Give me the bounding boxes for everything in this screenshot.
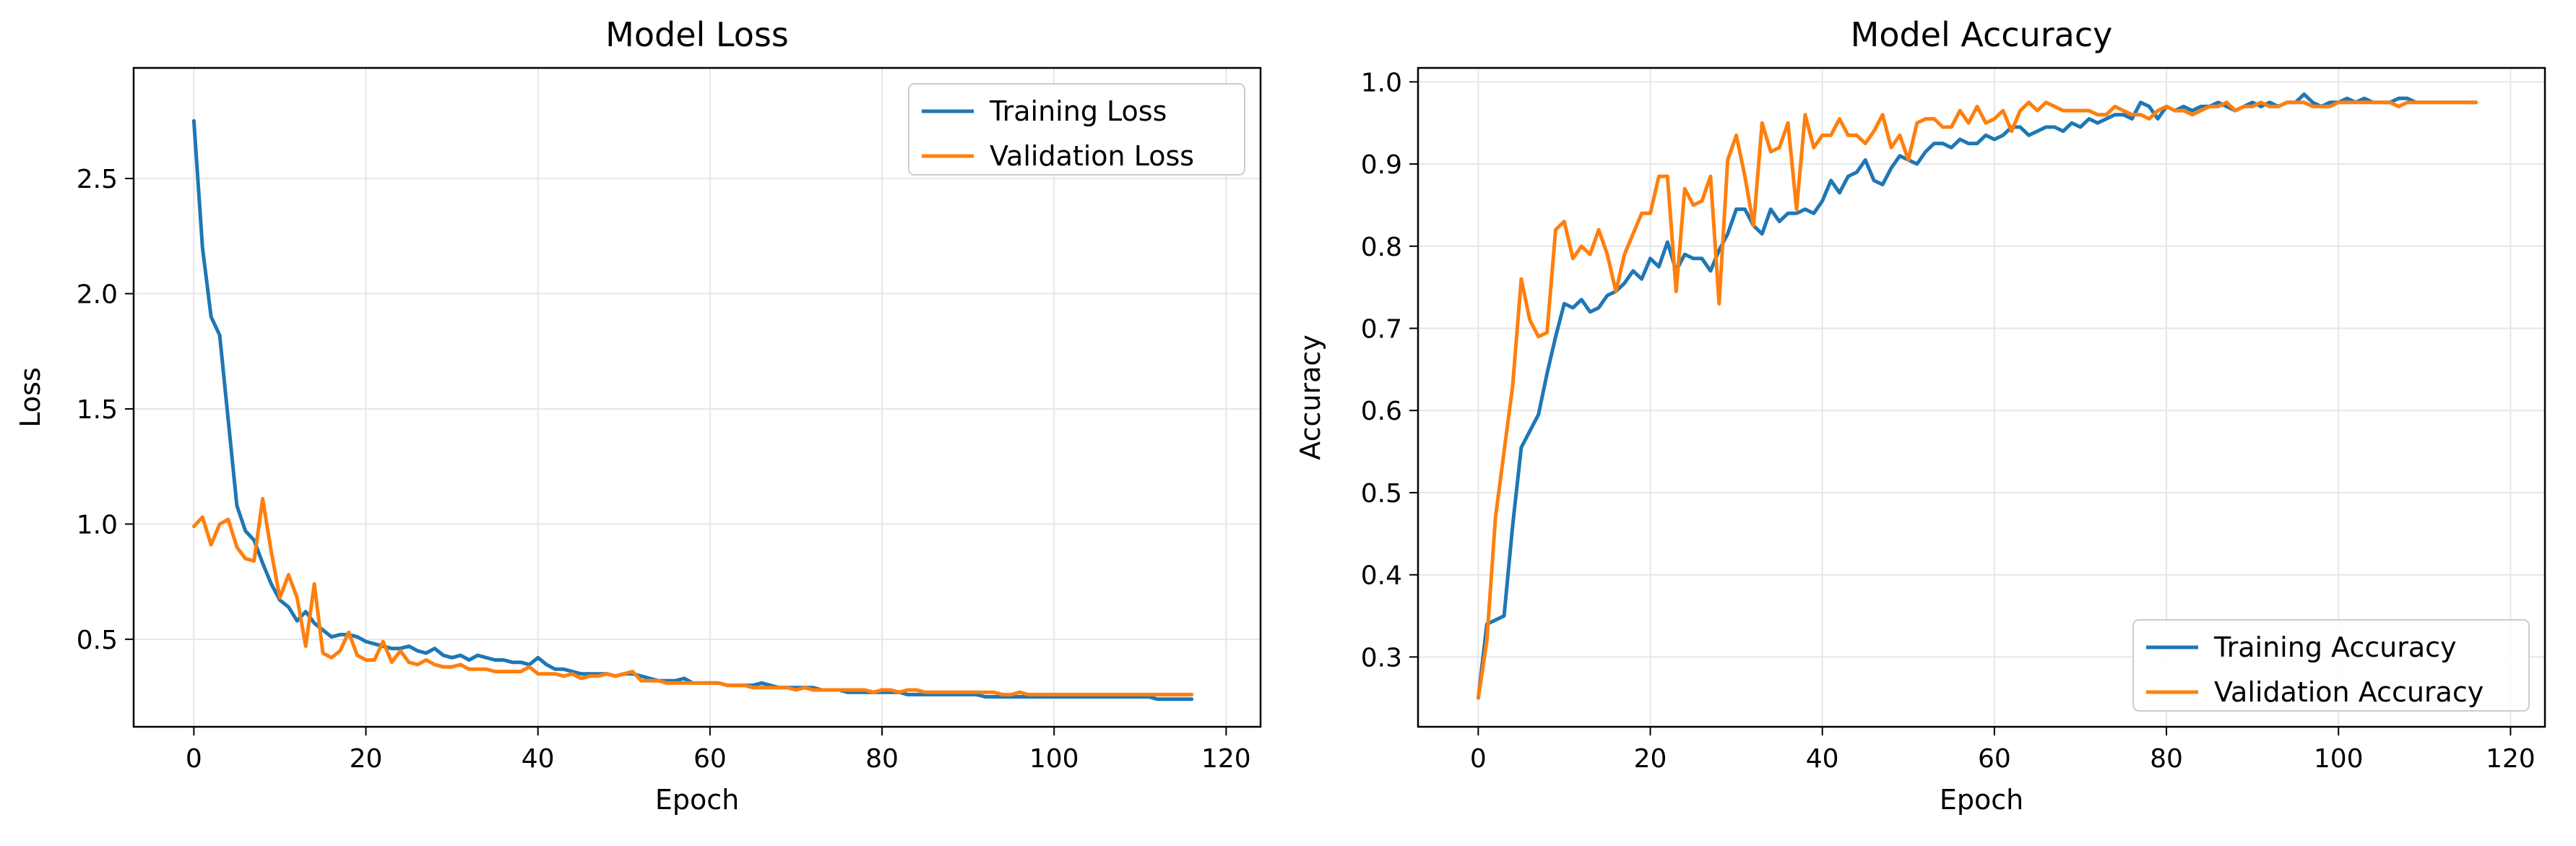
y-axis-ticks: 0.5 1.0 1.5 2.0 2.5	[77, 165, 134, 655]
legend-label: Validation Accuracy	[2214, 676, 2484, 708]
y-tick-label: 0.7	[1361, 314, 1402, 344]
x-tick-label: 20	[1634, 744, 1667, 774]
plot-frame	[1417, 66, 2546, 728]
legend-label: Training Accuracy	[2213, 631, 2457, 663]
series-lines	[1476, 92, 2478, 700]
y-tick-label: 0.5	[1361, 479, 1402, 509]
x-axis-label: Epoch	[1940, 784, 2023, 816]
y-tick-label: 0.5	[77, 626, 118, 655]
y-tick-label: 0.3	[1361, 643, 1402, 673]
x-tick-label: 0	[1470, 744, 1487, 774]
x-tick-label: 60	[693, 744, 727, 774]
y-tick-label: 0.4	[1361, 561, 1402, 591]
legend: Training Accuracy Validation Accuracy	[2132, 619, 2530, 712]
legend-label: Training Loss	[989, 95, 1167, 127]
legend-box	[908, 83, 1245, 176]
legend-box	[2132, 619, 2530, 712]
series-lines	[191, 118, 1194, 702]
x-tick-label: 120	[1201, 744, 1251, 774]
y-tick-label: 0.8	[1361, 233, 1402, 262]
x-axis-label: Epoch	[655, 784, 739, 816]
plot-frame	[132, 66, 1262, 728]
y-tick-label: 2.5	[77, 165, 118, 194]
chart-title: Model Loss	[605, 15, 789, 54]
x-axis-ticks: 0 20 40 60 80 100 120	[1470, 727, 2536, 774]
grid	[1418, 68, 2545, 727]
y-axis-label: Accuracy	[1295, 334, 1326, 460]
grid	[134, 68, 1261, 727]
x-tick-label: 100	[2314, 744, 2364, 774]
chart-panel-accuracy: 0 20 40 60 80 100 120 0.3 0.4 0.5 0.6 0.7 0.8 0.9 1.0 M…	[1295, 15, 2546, 816]
series-line-training-loss	[191, 118, 1194, 702]
x-tick-label: 120	[2486, 744, 2536, 774]
legend: Training Loss Validation Loss	[908, 83, 1245, 176]
x-tick-label: 40	[522, 744, 555, 774]
y-tick-label: 0.6	[1361, 397, 1402, 426]
y-tick-label: 2.0	[77, 280, 118, 310]
y-tick-label: 1.0	[77, 510, 118, 540]
y-axis-label: Loss	[14, 367, 46, 427]
legend-label: Validation Loss	[990, 140, 1194, 172]
x-tick-label: 80	[865, 744, 899, 774]
x-tick-label: 100	[1029, 744, 1079, 774]
series-line-validation-accuracy	[1476, 100, 2478, 700]
y-tick-label: 1.5	[77, 395, 118, 425]
y-axis-ticks: 0.3 0.4 0.5 0.6 0.7 0.8 0.9 1.0	[1361, 68, 1418, 673]
x-axis-ticks: 0 20 40 60 80 100 120	[186, 727, 1251, 774]
x-tick-label: 20	[350, 744, 383, 774]
chart-title: Model Accuracy	[1851, 15, 2113, 54]
y-tick-label: 0.9	[1361, 150, 1402, 180]
series-line-training-accuracy	[1476, 92, 2478, 700]
x-tick-label: 80	[2150, 744, 2183, 774]
y-tick-label: 1.0	[1361, 68, 1402, 98]
series-line-validation-loss	[191, 496, 1194, 696]
chart-panel-loss: 0 20 40 60 80 100 120 0.5 1.0 1.5 2.0 2.5 Model Loss…	[14, 15, 1262, 816]
x-tick-label: 60	[1978, 744, 2011, 774]
x-tick-label: 40	[1806, 744, 1839, 774]
x-tick-label: 0	[186, 744, 202, 774]
